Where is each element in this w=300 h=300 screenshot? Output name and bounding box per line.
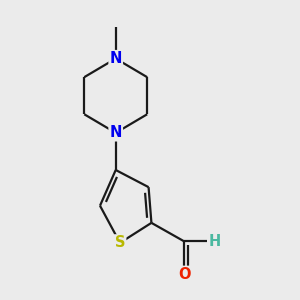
Text: O: O xyxy=(178,267,190,282)
Text: H: H xyxy=(208,234,220,249)
Text: N: N xyxy=(110,51,122,66)
Text: N: N xyxy=(110,125,122,140)
Text: S: S xyxy=(115,236,125,250)
